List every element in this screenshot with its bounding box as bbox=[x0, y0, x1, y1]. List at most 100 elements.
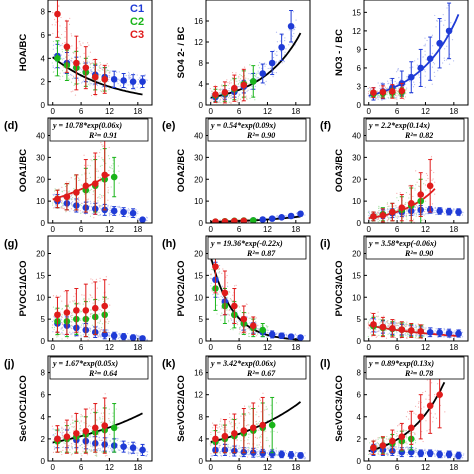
scatter-dot bbox=[422, 219, 424, 221]
scatter-dot bbox=[387, 90, 389, 93]
scatter-dot bbox=[283, 54, 286, 56]
scatter-dot bbox=[415, 209, 417, 211]
scatter-dot bbox=[51, 320, 54, 323]
scatter-dot bbox=[231, 71, 234, 74]
scatter-dot bbox=[269, 67, 271, 69]
scatter-dot bbox=[93, 190, 95, 192]
data-point bbox=[101, 422, 109, 429]
scatter-dot bbox=[415, 336, 417, 338]
scatter-dot bbox=[396, 192, 398, 194]
scatter-dot bbox=[102, 69, 104, 71]
scatter-dot bbox=[116, 81, 118, 83]
scatter-dot bbox=[285, 215, 287, 217]
scatter-dot bbox=[96, 84, 98, 87]
scatter-dot bbox=[108, 88, 110, 91]
scatter-dot bbox=[128, 78, 130, 80]
scatter-dot bbox=[101, 196, 103, 198]
scatter-dot bbox=[370, 328, 372, 330]
scatter-dot bbox=[61, 323, 64, 325]
scatter-dot bbox=[294, 26, 297, 28]
scatter-dot bbox=[407, 332, 409, 334]
scatter-dot bbox=[74, 178, 76, 180]
scatter-dot bbox=[304, 458, 306, 460]
scatter-dot bbox=[98, 66, 100, 68]
scatter-dot bbox=[209, 97, 211, 100]
scatter-dot bbox=[62, 333, 64, 335]
y-tick-label: 8 bbox=[41, 8, 46, 17]
scatter-dot bbox=[81, 447, 84, 449]
scatter-dot bbox=[60, 199, 62, 202]
scatter-dot bbox=[405, 215, 407, 217]
scatter-dot bbox=[220, 315, 222, 317]
scatter-dot bbox=[69, 199, 71, 201]
scatter-dot bbox=[210, 285, 212, 287]
scatter-dot bbox=[276, 454, 278, 457]
scatter-dot bbox=[91, 436, 93, 438]
y-tick-label: 4 bbox=[41, 54, 46, 63]
scatter-dot bbox=[386, 209, 388, 211]
scatter-dot bbox=[100, 208, 102, 210]
scatter-dot bbox=[395, 97, 397, 99]
scatter-dot bbox=[70, 327, 72, 329]
scatter-dot bbox=[238, 93, 240, 95]
data-point bbox=[231, 84, 238, 92]
scatter-dot bbox=[68, 77, 70, 79]
scatter-dot bbox=[62, 449, 64, 451]
scatter-dot bbox=[52, 204, 54, 206]
x-tick-label: 6 bbox=[79, 463, 84, 472]
scatter-dot bbox=[103, 145, 105, 147]
scatter-dot bbox=[268, 455, 270, 457]
scatter-dot bbox=[61, 428, 63, 430]
scatter-dot bbox=[388, 218, 390, 220]
scatter-dot bbox=[229, 422, 231, 424]
scatter-dot bbox=[284, 451, 286, 453]
scatter-dot bbox=[63, 446, 65, 448]
equation-box bbox=[49, 118, 149, 142]
scatter-dot bbox=[88, 327, 90, 329]
scatter-dot bbox=[414, 337, 416, 339]
scatter-dot bbox=[83, 164, 86, 166]
scatter-dot bbox=[245, 95, 247, 97]
scatter-dot bbox=[117, 438, 119, 440]
scatter-dot bbox=[211, 454, 213, 457]
scatter-dot bbox=[119, 84, 122, 86]
scatter-dot bbox=[448, 63, 451, 65]
scatter-dot bbox=[87, 201, 90, 203]
scatter-dot bbox=[102, 145, 104, 147]
scatter-dot bbox=[80, 414, 82, 416]
scatter-dot bbox=[79, 56, 81, 58]
y-tick-label: 6 bbox=[357, 64, 362, 73]
scatter-dot bbox=[63, 190, 65, 192]
scatter-dot bbox=[414, 206, 416, 208]
plot-frame bbox=[47, 0, 153, 106]
scatter-dot bbox=[437, 70, 439, 72]
scatter-dot bbox=[90, 309, 92, 311]
scatter-dot bbox=[266, 336, 268, 338]
data-point bbox=[278, 214, 285, 221]
scatter-dot bbox=[377, 95, 380, 97]
scatter-dot bbox=[368, 215, 370, 217]
scatter-dot bbox=[70, 195, 73, 197]
scatter-dot bbox=[386, 202, 389, 204]
scatter-dot bbox=[277, 61, 280, 63]
scatter-dot bbox=[78, 177, 80, 179]
data-point bbox=[407, 327, 415, 334]
scatter-dot bbox=[108, 72, 111, 74]
scatter-dot bbox=[228, 420, 231, 422]
scatter-dot bbox=[236, 427, 238, 429]
scatter-dot bbox=[79, 40, 81, 42]
scatter-dot bbox=[461, 214, 464, 216]
scatter-dot bbox=[368, 210, 370, 212]
scatter-dot bbox=[432, 61, 435, 64]
x-tick-label: 0 bbox=[209, 225, 214, 234]
y-tick-label: 6 bbox=[41, 391, 46, 400]
x-tick-label: 0 bbox=[51, 225, 56, 234]
scatter-dot bbox=[226, 297, 229, 299]
scatter-dot bbox=[228, 87, 230, 90]
scatter-dot bbox=[235, 309, 237, 311]
scatter-dot bbox=[257, 325, 259, 327]
scatter-dot bbox=[258, 450, 260, 452]
y-tick-label: 0 bbox=[199, 219, 204, 228]
scatter-dot bbox=[228, 290, 230, 293]
scatter-dot bbox=[425, 213, 427, 215]
